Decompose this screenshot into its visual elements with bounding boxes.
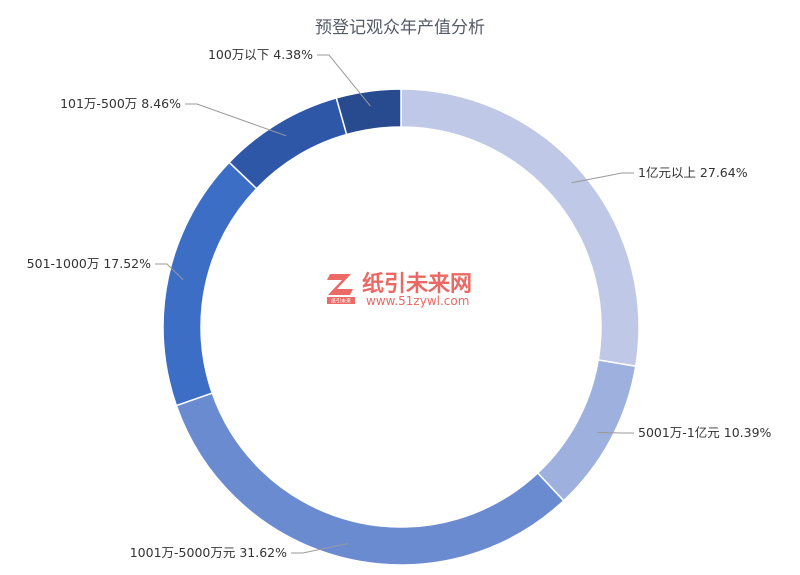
watermark-logo-icon: 纸引未来 (327, 274, 355, 305)
leader-line (185, 103, 287, 137)
slice-label: 1亿元以上 27.64% (638, 165, 748, 180)
watermark-badge: 纸引未来 (331, 298, 351, 305)
slices-group (162, 88, 640, 566)
watermark-url: www.51zywl.com (366, 294, 469, 308)
donut-slice (335, 88, 402, 136)
donut-slice (162, 161, 258, 407)
slice-label: 1001万-5000万元 31.62% (130, 545, 287, 560)
leader-line (597, 431, 634, 434)
slice-label: 101万-500万 8.46% (60, 96, 181, 111)
watermark-text: 纸引未来网 (362, 271, 472, 297)
donut-slice (400, 88, 640, 368)
slice-label: 5001万-1亿元 10.39% (638, 425, 772, 440)
leader-line (291, 543, 348, 554)
leader-line (155, 263, 184, 281)
donut-slice (175, 392, 565, 566)
labels-group: 1亿元以上 27.64% 5001万-1亿元 10.39% 1001万-5000万元… (27, 47, 772, 560)
donut-slice (536, 359, 637, 502)
slice-label: 501-1000万 17.52% (27, 256, 151, 271)
leader-line (317, 54, 371, 107)
chart-title: 预登记观众年产值分析 (315, 18, 485, 38)
donut-slice (228, 97, 348, 190)
slice-label: 100万以下 4.38% (208, 47, 313, 62)
watermark: 纸引未来 纸引未来网 www.51zywl.com (327, 271, 472, 308)
leader-line (571, 172, 634, 184)
